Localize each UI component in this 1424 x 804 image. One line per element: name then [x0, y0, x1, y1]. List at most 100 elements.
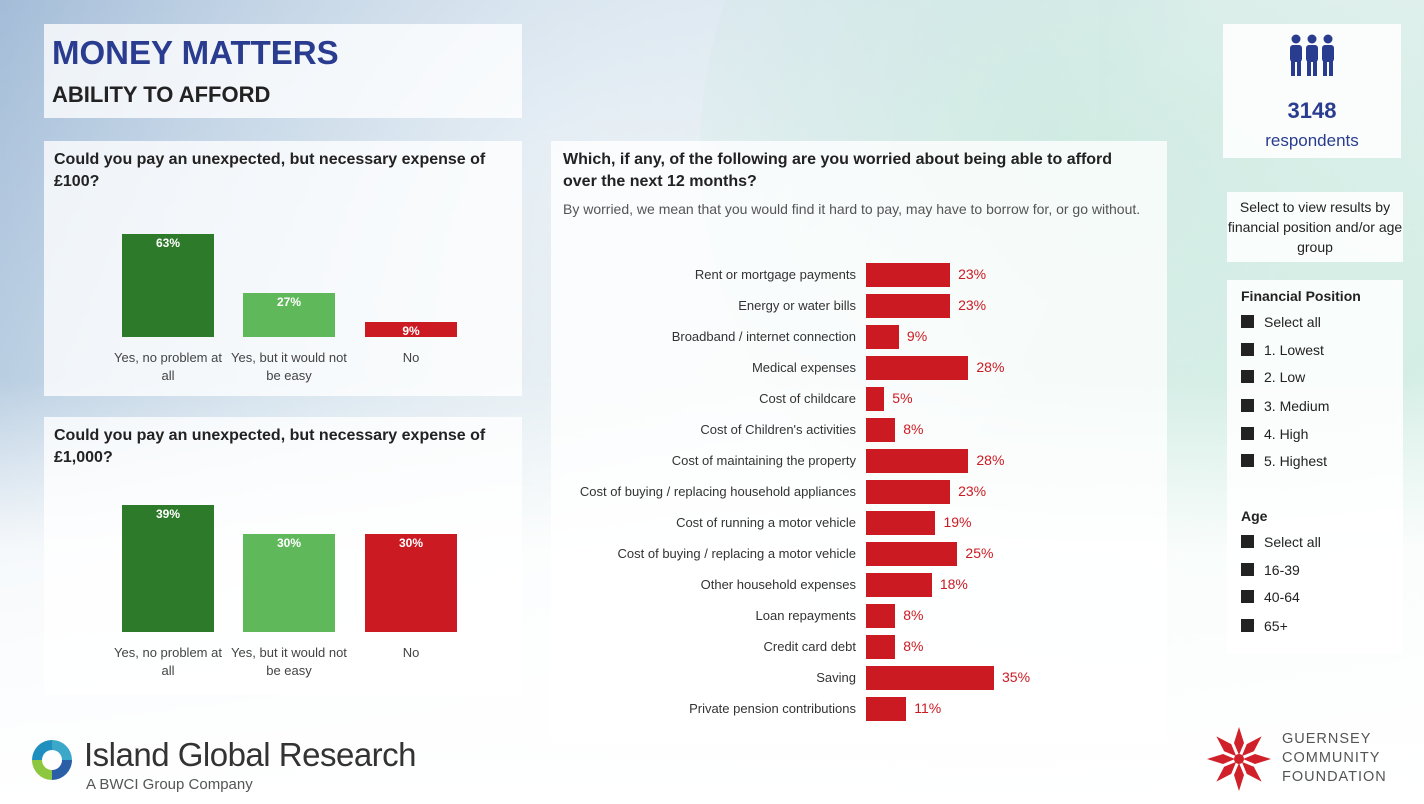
bar-value-label: 63%	[155, 236, 181, 250]
age-heading: Age	[1241, 508, 1268, 524]
bar-value-label: 28%	[976, 452, 1005, 468]
filter-fp-medium[interactable]: 3. Medium	[1241, 398, 1329, 416]
page-subtitle: ABILITY TO AFFORD	[52, 82, 271, 107]
checkbox-icon[interactable]	[1241, 563, 1254, 576]
filter-fp-high[interactable]: 4. High	[1241, 426, 1308, 444]
worries-chart-title: Which, if any, of the following are you …	[563, 151, 1113, 190]
filter-age-select-all[interactable]: Select all	[1241, 534, 1321, 552]
category-label: Broadband / internet connection	[671, 329, 856, 344]
gcf-name: GUERNSEY COMMUNITY FOUNDATION	[1282, 731, 1387, 785]
category-label: Cost of buying / replacing a motor vehic…	[617, 546, 856, 561]
bar-11	[866, 573, 932, 597]
bar-value-label: 30%	[398, 536, 424, 551]
chart-1000-title: Could you pay an unexpected, but necessa…	[54, 427, 486, 466]
respondents-card: 3148 respondents	[1223, 24, 1401, 158]
bar-3	[866, 325, 899, 349]
bar-value-label: 28%	[976, 359, 1005, 375]
filter-instruction-card: Select to view results by financial posi…	[1227, 192, 1403, 262]
igr-tagline: A BWCI Group Company	[86, 776, 253, 793]
checkbox-icon[interactable]	[1241, 370, 1254, 383]
bar-value-label: 23%	[958, 297, 987, 313]
filter-age-40-64[interactable]: 40-64	[1241, 589, 1300, 607]
category-label: Loan repayments	[755, 608, 856, 623]
bar-4	[866, 356, 969, 380]
bar-1	[122, 505, 214, 632]
bar-7	[866, 449, 969, 473]
bar-value-label: 35%	[1002, 669, 1031, 685]
people-icon	[1290, 34, 1334, 76]
category-label: Cost of maintaining the property	[671, 453, 856, 468]
category-label: Private pension contributions	[689, 701, 856, 716]
igr-logo: Island Global Research A BWCI Group Comp…	[28, 734, 428, 798]
igr-swirl-icon	[32, 740, 72, 780]
category-label: Yes, no problem at all	[114, 645, 222, 678]
respondents-label: respondents	[1265, 131, 1359, 150]
bar-3	[365, 534, 457, 632]
bar-value-label: 8%	[903, 607, 924, 623]
igr-name: Island Global Research	[84, 736, 417, 773]
bar-value-label: 25%	[965, 545, 994, 561]
bar-3	[365, 322, 457, 337]
filter-panel: Financial Position Select all 1. Lowest …	[1227, 280, 1403, 654]
bar-9	[866, 511, 936, 535]
worries-chart-panel: Which, if any, of the following are you …	[551, 141, 1167, 743]
category-label: No	[402, 350, 420, 365]
bar-8	[866, 480, 951, 504]
checkbox-icon[interactable]	[1241, 535, 1254, 548]
page-title: MONEY MATTERS	[52, 34, 339, 71]
financial-position-heading: Financial Position	[1241, 288, 1361, 304]
checkbox-icon[interactable]	[1241, 343, 1254, 356]
category-label: Cost of buying / replacing household app…	[579, 484, 856, 499]
filter-age-65-plus[interactable]: 65+	[1241, 618, 1288, 636]
checkbox-icon[interactable]	[1241, 590, 1254, 603]
bar-2	[243, 534, 335, 632]
bar-value-label: 5%	[892, 390, 913, 406]
gcf-flower-icon	[1207, 727, 1271, 791]
filter-fp-lowest[interactable]: 1. Lowest	[1241, 342, 1324, 360]
bar-value-label: 9%	[402, 324, 420, 339]
checkbox-icon[interactable]	[1241, 315, 1254, 328]
filter-age-16-39[interactable]: 16-39	[1241, 562, 1300, 580]
checkbox-icon[interactable]	[1241, 427, 1254, 440]
checkbox-icon[interactable]	[1241, 619, 1254, 632]
bar-2	[866, 294, 951, 318]
bar-14	[866, 666, 994, 690]
filter-fp-low[interactable]: 2. Low	[1241, 369, 1305, 387]
filter-instruction: Select to view results by financial posi…	[1227, 199, 1403, 255]
bar-value-label: 8%	[903, 421, 924, 437]
bar-value-label: 11%	[914, 700, 942, 716]
category-label: Cost of running a motor vehicle	[676, 515, 856, 530]
category-label: Other household expenses	[700, 577, 856, 592]
category-label: Cost of Children's activities	[700, 422, 856, 437]
bar-value-label: 18%	[939, 576, 968, 592]
filter-fp-highest[interactable]: 5. Highest	[1241, 453, 1327, 471]
bar-5	[866, 387, 885, 411]
bar-10	[866, 542, 958, 566]
bar-value-label: 23%	[958, 483, 987, 499]
respondents-count: 3148	[1287, 98, 1337, 123]
bar-1	[866, 263, 951, 287]
checkbox-icon[interactable]	[1241, 454, 1254, 467]
category-label: Yes, no problem at all	[114, 350, 222, 383]
chart-100-panel: Could you pay an unexpected, but necessa…	[44, 141, 522, 396]
gcf-logo: GUERNSEY COMMUNITY FOUNDATION	[1204, 722, 1414, 798]
bar-12	[866, 604, 896, 628]
worries-chart-subtitle: By worried, we mean that you would find …	[563, 201, 1141, 217]
chart-100-title: Could you pay an unexpected, but necessa…	[54, 151, 486, 190]
title-panel: MONEY MATTERS ABILITY TO AFFORD	[44, 24, 522, 118]
bar-value-label: 39%	[155, 507, 181, 521]
category-label: Rent or mortgage payments	[694, 267, 856, 282]
category-label: Medical expenses	[751, 360, 856, 375]
bar-1	[122, 234, 214, 337]
bar-15	[866, 697, 907, 721]
checkbox-icon[interactable]	[1241, 399, 1254, 412]
bar-2	[243, 292, 335, 337]
bar-value-label: 9%	[906, 328, 928, 344]
bar-13	[866, 635, 896, 659]
bar-value-label: 30%	[276, 536, 302, 551]
filter-fp-select-all[interactable]: Select all	[1241, 314, 1321, 332]
chart-1000-panel: Could you pay an unexpected, but necessa…	[44, 417, 522, 695]
bar-value-label: 8%	[903, 638, 924, 654]
category-label: Saving	[816, 670, 856, 685]
category-label: Cost of childcare	[759, 391, 856, 406]
